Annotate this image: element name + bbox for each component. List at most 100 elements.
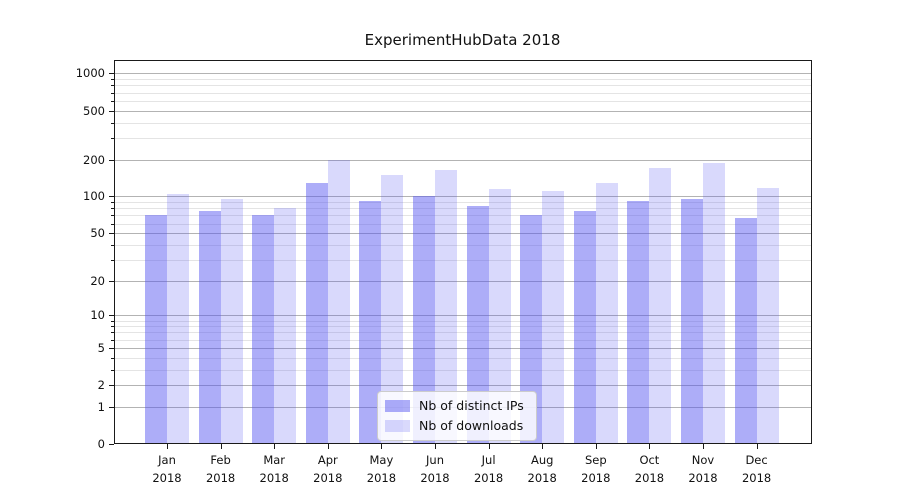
legend-swatch-downloads-icon xyxy=(385,419,410,432)
y-tick-mark xyxy=(108,233,114,235)
x-tick-year: 2018 xyxy=(741,471,772,485)
y-minor-tick-mark xyxy=(110,369,114,371)
legend-label-downloads: Nb of downloads xyxy=(419,418,524,433)
chart-title: ExperimentHubData 2018 xyxy=(364,31,561,49)
y-minor-tick-mark xyxy=(110,223,114,225)
gridline-minor xyxy=(114,326,811,328)
gridline-minor xyxy=(114,215,811,217)
legend-swatch-ips-icon xyxy=(385,399,410,412)
x-tick-month: Jan xyxy=(158,453,176,467)
bar-distinct-ips xyxy=(573,211,596,444)
x-tick-year: 2018 xyxy=(259,471,289,485)
gridline-major xyxy=(114,159,811,161)
y-tick-label: 200 xyxy=(83,152,105,167)
x-tick-year: 2018 xyxy=(634,471,665,485)
y-minor-tick-mark xyxy=(110,92,114,94)
gridline-minor xyxy=(114,223,811,225)
y-tick-label: 100 xyxy=(83,189,105,204)
bar-downloads xyxy=(488,189,511,444)
gridline-major xyxy=(114,315,811,317)
x-tick-month: Sep xyxy=(584,453,607,467)
y-minor-tick-mark xyxy=(110,122,114,124)
x-tick-label: Nov 2018 xyxy=(671,451,735,487)
gridline-minor xyxy=(114,92,811,94)
x-tick-year: 2018 xyxy=(152,471,182,485)
x-tick-month: Nov xyxy=(691,453,715,467)
y-minor-tick-mark xyxy=(110,79,114,81)
bar-downloads xyxy=(274,207,297,444)
y-minor-tick-mark xyxy=(110,215,114,217)
y-tick-mark xyxy=(108,110,114,112)
x-tick-year: 2018 xyxy=(688,471,718,485)
y-minor-tick-mark xyxy=(110,202,114,204)
x-tick-month: Feb xyxy=(210,453,231,467)
gridline-major xyxy=(114,280,811,282)
y-tick-mark xyxy=(108,196,114,198)
y-tick-label: 1000 xyxy=(75,66,105,81)
y-tick-label: 2 xyxy=(97,378,105,393)
bar-distinct-ips xyxy=(466,206,489,444)
gridline-minor xyxy=(114,122,811,124)
y-tick-label: 500 xyxy=(83,103,105,118)
gridline-major xyxy=(114,73,811,75)
y-tick-label: 50 xyxy=(90,226,105,241)
y-minor-tick-mark xyxy=(110,357,114,359)
bar-distinct-ips xyxy=(413,196,435,444)
x-tick-label: Jan 2018 xyxy=(135,451,199,487)
gridline-minor xyxy=(114,244,811,246)
x-tick-label: Feb 2018 xyxy=(189,451,253,487)
gridline-minor xyxy=(114,100,811,102)
y-tick-label: 5 xyxy=(97,340,105,355)
y-minor-tick-mark xyxy=(110,259,114,261)
x-tick-label: Jun 2018 xyxy=(403,451,467,487)
gridline-major xyxy=(114,385,811,387)
x-tick-mark xyxy=(274,444,276,449)
y-tick-mark xyxy=(108,280,114,282)
gridline-minor xyxy=(114,332,811,334)
x-tick-mark xyxy=(220,444,222,449)
legend-item-downloads: Nb of downloads xyxy=(385,418,524,433)
x-tick-label: Apr 2018 xyxy=(296,451,360,487)
x-tick-mark xyxy=(381,444,383,449)
gridline-minor xyxy=(114,202,811,204)
y-minor-tick-mark xyxy=(110,339,114,341)
y-tick-label: 0 xyxy=(97,437,105,451)
x-tick-month: Jun xyxy=(426,453,444,467)
bar-downloads xyxy=(167,193,189,444)
x-tick-label: Aug 2018 xyxy=(510,451,574,487)
bar-distinct-ips xyxy=(627,200,650,444)
gridline-major xyxy=(114,110,811,112)
x-tick-mark xyxy=(595,444,597,449)
bar-downloads xyxy=(756,187,779,444)
gridline-minor xyxy=(114,79,811,81)
y-minor-tick-mark xyxy=(110,244,114,246)
x-tick-month: Aug xyxy=(530,453,554,467)
bar-downloads xyxy=(327,159,350,444)
y-minor-tick-mark xyxy=(110,326,114,328)
y-tick-label: 20 xyxy=(90,273,105,288)
bar-distinct-ips xyxy=(252,215,275,444)
x-tick-mark xyxy=(488,444,490,449)
gridline-minor xyxy=(114,85,811,87)
x-tick-mark xyxy=(703,444,704,449)
bar-distinct-ips xyxy=(734,218,757,444)
bar-downloads xyxy=(649,168,672,444)
x-tick-label: Jul 2018 xyxy=(457,451,521,487)
x-tick-month: Dec xyxy=(745,453,768,467)
y-minor-tick-mark xyxy=(110,332,114,334)
legend-label-ips: Nb of distinct IPs xyxy=(419,398,524,413)
bar-distinct-ips xyxy=(145,215,167,444)
y-tick-mark xyxy=(108,73,114,75)
y-minor-tick-mark xyxy=(110,208,114,210)
x-tick-mark xyxy=(542,444,544,449)
x-tick-mark xyxy=(756,444,758,449)
y-tick-label: 10 xyxy=(90,308,105,323)
gridline-major xyxy=(114,233,811,235)
gridline-minor xyxy=(114,320,811,322)
legend: Nb of distinct IPs Nb of downloads xyxy=(377,391,537,441)
x-tick-month: Apr xyxy=(317,453,338,467)
x-tick-year: 2018 xyxy=(420,471,450,485)
gridline-minor xyxy=(114,369,811,371)
bar-downloads xyxy=(381,174,404,444)
